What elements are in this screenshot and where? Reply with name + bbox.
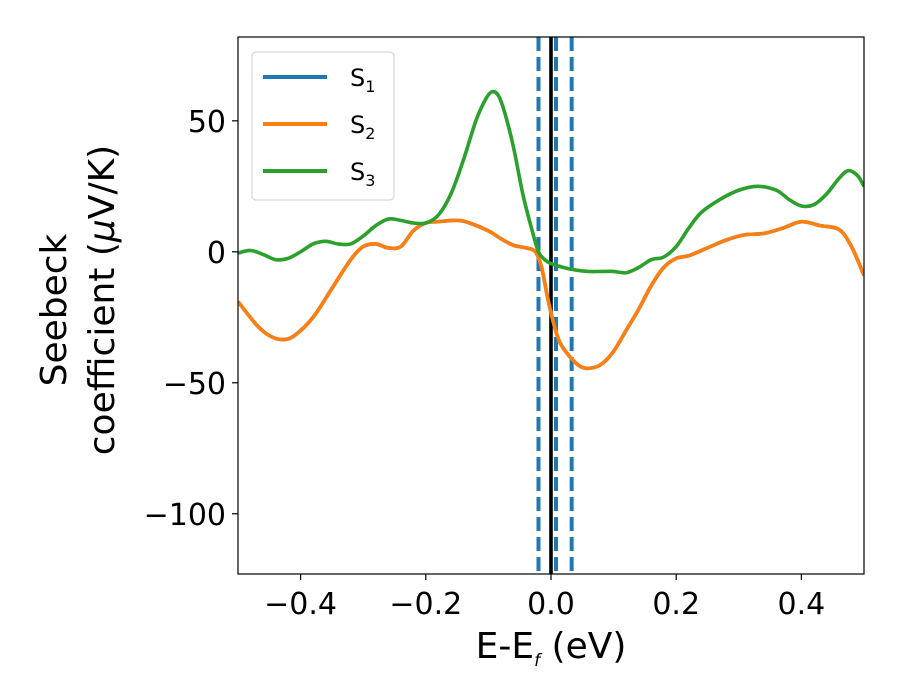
legend-label-base: S — [350, 158, 365, 186]
y-tick-label: 0 — [207, 236, 226, 271]
legend-label: S2 — [350, 111, 375, 143]
y-axis-ticks: 50 0 −50 −100 — [144, 105, 238, 533]
y-tick-label: −50 — [163, 367, 226, 402]
x-tick-label: −0.2 — [389, 587, 462, 622]
y-axis-label: Seebeck coefficient (μV/K) — [34, 145, 123, 455]
legend-entry-s1: S1 — [263, 64, 375, 96]
series-line-s2 — [238, 218, 864, 371]
series-lines — [238, 89, 864, 371]
legend-label-base: S — [350, 64, 365, 92]
legend-label-sub: 1 — [365, 77, 375, 96]
y-tick-label: −100 — [144, 498, 226, 533]
y-axis-label-line2: coefficient (μV/K) — [82, 145, 123, 455]
x-tick-label: 0.0 — [527, 587, 575, 622]
x-tick-label: 0.2 — [652, 587, 700, 622]
x-axis-label: E-Ef (eV) — [476, 626, 627, 671]
legend-label-sub: 2 — [365, 124, 375, 143]
legend-label-sub: 3 — [365, 171, 375, 190]
vertical-lines — [536, 37, 574, 574]
legend-label: S3 — [350, 158, 375, 190]
legend-label: S1 — [350, 64, 375, 96]
y-tick-label: 50 — [188, 105, 226, 140]
legend-entry-s2: S2 — [263, 111, 375, 143]
legend-entry-s3: S3 — [263, 158, 375, 190]
x-axis-label-base: E-E — [476, 626, 534, 667]
series-line-s3 — [238, 89, 864, 275]
y-axis-label-line1: Seebeck — [34, 233, 75, 386]
x-tick-label: −0.4 — [264, 587, 337, 622]
x-axis-label-rest: (eV) — [540, 626, 626, 667]
legend-label-base: S — [350, 111, 365, 139]
y-axis-label-line2-post: V/K) — [82, 145, 123, 219]
y-axis-label-mu: μ — [82, 219, 123, 243]
x-tick-label: 0.4 — [778, 587, 826, 622]
x-axis-ticks: −0.4 −0.2 0.0 0.2 0.4 — [264, 574, 825, 622]
y-axis-label-line2-pre: coefficient ( — [82, 242, 123, 455]
x-axis-label-sub: f — [534, 651, 543, 671]
